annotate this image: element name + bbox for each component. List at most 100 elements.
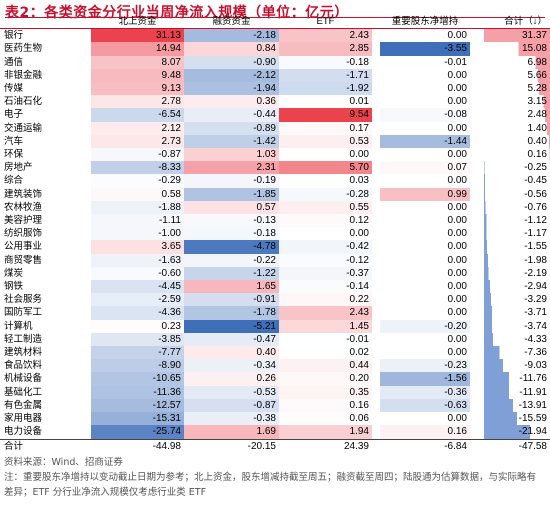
column-gap (372, 227, 380, 240)
column-gap (372, 306, 380, 319)
table-row: 机械设备 -10.65 0.26 0.20 -1.56 -11.76 (0, 372, 550, 386)
column-gap (372, 201, 380, 214)
table-row: 食品饮料 -8.90 -0.34 0.44 -0.23 -9.03 (0, 359, 550, 373)
table-row: 非银金融 9.48 -2.12 -1.71 0.00 5.66 (0, 68, 550, 83)
margin-value: 0.57 (184, 200, 279, 215)
industry-name: 非银金融 (4, 69, 43, 81)
shareholder-value: -1.56 (380, 372, 470, 386)
column-gap (372, 359, 380, 372)
etf-value: 0.06 (279, 412, 372, 426)
northbound-value: -11.36 (91, 385, 184, 399)
margin-value: -0.90 (184, 55, 279, 69)
total-value: -1.12 (484, 214, 550, 228)
table-row: 石油石化 2.78 0.36 0.01 0.00 3.15 (0, 95, 550, 109)
northbound-value: -0.60 (91, 266, 184, 281)
column-gap (372, 108, 380, 121)
table-row: 医药生物 14.94 0.84 2.85 -3.55 15.08 (0, 42, 550, 56)
column-gap (470, 108, 484, 121)
industry-name: 商贸零售 (4, 254, 43, 266)
shareholder-value: 0.00 (447, 175, 467, 187)
column-gap (372, 188, 380, 201)
total-value: -2.94 (484, 280, 550, 294)
column-gap (470, 293, 484, 306)
margin-value: -0.91 (184, 293, 279, 307)
table-row: 综合 -0.29 -0.19 0.03 0.00 -0.45 (0, 174, 550, 188)
margin-value: -0.13 (184, 214, 279, 228)
shareholder-value: 0.00 (447, 122, 467, 134)
total-value: -0.25 (484, 161, 550, 175)
etf-value: 2.85 (279, 42, 372, 56)
industry-name: 美容护理 (4, 215, 43, 227)
column-gap (372, 42, 380, 55)
column-gap (372, 69, 380, 82)
column-gap (372, 399, 380, 412)
total-value: -11.91 (484, 385, 550, 399)
table-row: 房地产 -8.33 2.31 5.70 0.07 -0.25 (0, 161, 550, 175)
table-row: 环保 -0.87 1.03 0.00 0.00 0.16 (0, 148, 550, 162)
table-row: 社会服务 -2.59 -0.91 0.22 0.00 -3.29 (0, 293, 550, 307)
column-gap (470, 227, 484, 240)
etf-value: 9.54 (279, 108, 372, 122)
shareholder-value: 0.00 (447, 201, 467, 213)
shareholder-value: 0.00 (447, 30, 467, 42)
table-row: 建筑材料 -7.77 0.40 0.02 0.00 -7.36 (0, 346, 550, 360)
column-gap (372, 56, 380, 69)
margin-value: -20.15 (184, 438, 279, 453)
northbound-value: 2.12 (91, 121, 184, 135)
etf-value: 0.12 (279, 214, 372, 228)
header-margin: 融资资金 (184, 15, 279, 30)
total-label: 合计 (0, 438, 91, 453)
etf-value: 0.00 (349, 149, 369, 161)
column-gap (372, 333, 380, 346)
total-value: 5.28 (484, 82, 550, 96)
column-gap (470, 399, 484, 412)
column-gap (372, 174, 380, 187)
column-gap (372, 214, 380, 227)
northbound-value: -4.36 (91, 306, 184, 320)
northbound-value: -15.31 (91, 412, 184, 426)
northbound-value: 9.48 (91, 68, 184, 83)
etf-value: -1.71 (279, 68, 372, 83)
margin-value: -0.53 (184, 385, 279, 399)
industry-name: 银行 (4, 30, 24, 42)
total-value: -0.56 (484, 187, 550, 201)
margin-value: -0.22 (184, 253, 279, 267)
total-value: -3.71 (484, 306, 550, 320)
margin-value: -2.12 (184, 68, 279, 83)
shareholder-value: 0.00 (447, 294, 467, 306)
table-row: 国防军工 -4.36 -1.78 2.43 0.00 -3.71 (0, 306, 550, 320)
header-gap2 (470, 15, 484, 30)
industry-name: 机械设备 (4, 373, 43, 385)
northbound-value: -1.00 (91, 227, 184, 241)
industry-name: 综合 (4, 175, 24, 187)
etf-value: 0.01 (279, 95, 372, 109)
industry-name: 有色金属 (4, 399, 43, 411)
northbound-value: 8.07 (91, 55, 184, 69)
margin-value: -0.34 (184, 359, 279, 373)
column-gap (372, 386, 380, 399)
northbound-value: 2.73 (91, 134, 184, 149)
column-gap (372, 425, 380, 439)
margin-value: 0.26 (184, 372, 279, 386)
shareholder-value: -0.63 (380, 398, 470, 413)
margin-value: -0.89 (184, 121, 279, 135)
shareholder-value: -1.44 (380, 134, 470, 149)
etf-value: -0.12 (279, 253, 372, 267)
shareholder-value: 0.00 (447, 96, 467, 108)
total-value: -1.55 (484, 240, 550, 254)
column-gap (470, 280, 484, 293)
total-value: 6.98 (484, 55, 550, 69)
shareholder-value: 0.00 (447, 83, 467, 95)
margin-value: 0.36 (184, 95, 279, 109)
etf-value: -0.42 (279, 240, 372, 254)
shareholder-value: 0.00 (447, 69, 467, 81)
northbound-value: -44.98 (91, 438, 184, 453)
shareholder-value: 0.00 (447, 228, 467, 240)
total-value: -0.76 (484, 200, 550, 215)
etf-value: 0.53 (279, 134, 372, 149)
total-value: -1.98 (484, 253, 550, 267)
northbound-value: -0.29 (91, 174, 184, 188)
industry-name: 轻工制造 (4, 333, 43, 345)
shareholder-value: 0.00 (447, 333, 467, 345)
column-gap (470, 320, 484, 333)
